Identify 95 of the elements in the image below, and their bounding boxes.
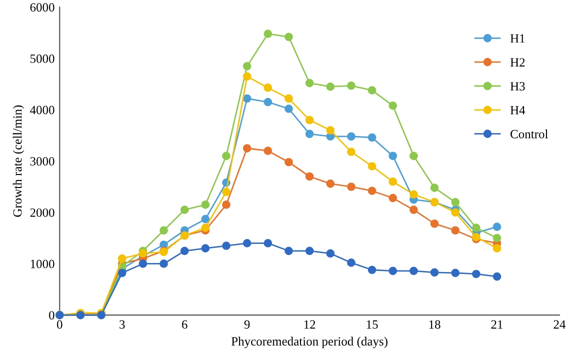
point — [138, 260, 148, 268]
point — [451, 208, 460, 217]
point — [451, 226, 460, 235]
x-tick-label: 6 — [182, 320, 188, 329]
point — [347, 182, 356, 191]
point — [492, 244, 502, 252]
point — [201, 244, 210, 252]
point — [284, 94, 293, 103]
point — [368, 186, 376, 196]
point — [451, 268, 460, 278]
point — [284, 158, 293, 166]
point — [368, 162, 376, 170]
point — [492, 234, 502, 242]
x-tick-label: 18 — [429, 320, 440, 329]
point — [222, 188, 230, 196]
y-tick-label: 5000 — [30, 54, 54, 63]
point — [305, 130, 314, 138]
x-tick-label: 24 — [554, 320, 566, 329]
point — [347, 258, 356, 267]
point — [347, 132, 356, 141]
point — [222, 200, 230, 209]
point — [326, 180, 335, 188]
point — [201, 224, 210, 232]
point — [201, 200, 210, 209]
point — [242, 144, 252, 152]
point — [410, 190, 418, 199]
y-tick-label: 1000 — [30, 260, 54, 268]
point — [242, 239, 252, 248]
point — [472, 224, 480, 232]
point — [222, 152, 230, 160]
point — [388, 102, 398, 110]
y-tick-label: 2000 — [30, 208, 54, 217]
x-tick-label: 0 — [56, 320, 62, 329]
point — [492, 272, 502, 281]
point — [160, 226, 168, 235]
point — [492, 222, 502, 231]
y-tick-label: 6000 — [30, 3, 54, 12]
point — [430, 268, 439, 277]
point — [264, 30, 272, 38]
point — [410, 206, 418, 214]
legend-label: H3 — [510, 82, 525, 90]
point — [284, 104, 293, 113]
y-axis-title: Growth rate (cell/min) — [12, 105, 24, 217]
point — [138, 249, 148, 258]
point — [430, 220, 439, 228]
point — [388, 194, 398, 202]
point — [118, 254, 126, 263]
point — [242, 94, 252, 103]
y-tick-label: 4000 — [30, 106, 54, 114]
point — [388, 266, 398, 276]
point — [305, 246, 314, 256]
x-axis-title: Phycoremedation period (days) — [231, 336, 388, 348]
point — [410, 266, 418, 276]
point — [347, 82, 356, 90]
point — [430, 184, 439, 192]
legend-label: Control — [510, 130, 548, 138]
point — [347, 148, 356, 156]
point — [388, 152, 398, 160]
point — [264, 98, 272, 106]
point — [388, 177, 398, 186]
x-tick-label: 3 — [120, 320, 125, 329]
point — [368, 133, 376, 142]
point — [368, 86, 376, 94]
point — [472, 270, 480, 278]
x-tick-label: 21 — [491, 320, 502, 329]
point — [242, 72, 252, 81]
legend-label: H4 — [510, 106, 526, 114]
point — [264, 146, 272, 156]
point — [284, 32, 293, 42]
x-tick-label: 12 — [304, 320, 316, 329]
point — [201, 214, 210, 224]
point — [180, 206, 189, 214]
point — [326, 82, 335, 91]
x-tick-label: 15 — [366, 320, 378, 329]
point — [305, 116, 314, 124]
point — [264, 84, 272, 92]
y-tick-label: 3000 — [30, 157, 54, 166]
point — [284, 246, 293, 256]
point — [368, 266, 376, 274]
point — [160, 260, 168, 268]
y-tick-label: 0 — [49, 311, 54, 320]
point — [326, 126, 335, 134]
point — [451, 198, 460, 206]
legend-label: H2 — [510, 58, 525, 66]
x-tick-label: 9 — [244, 320, 250, 329]
legend-label: H1 — [510, 34, 525, 43]
point — [118, 268, 126, 278]
point — [326, 249, 335, 258]
point — [264, 239, 272, 248]
point — [305, 78, 314, 88]
point — [305, 172, 314, 181]
point — [180, 246, 189, 256]
point — [222, 242, 230, 250]
point — [242, 62, 252, 70]
point — [410, 152, 418, 160]
